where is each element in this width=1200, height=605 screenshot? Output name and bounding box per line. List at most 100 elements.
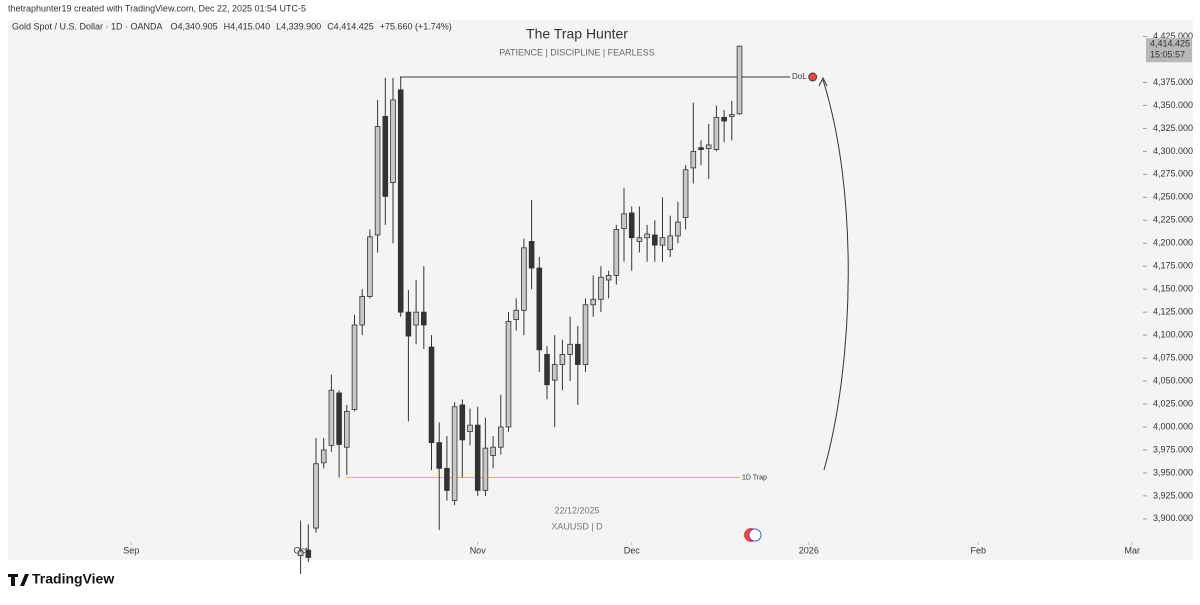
y-tick-label: 4,050.000 (1153, 375, 1193, 385)
symbol: Gold Spot / U.S. Dollar · 1D · OANDA (12, 21, 163, 31)
candle-body (682, 169, 689, 218)
y-tick-label: 4,350.000 (1153, 100, 1193, 110)
candle-body (598, 276, 604, 300)
y-tick-label: 4,300.000 (1153, 146, 1193, 156)
arrow-head (818, 76, 828, 87)
candle-body (490, 446, 496, 456)
candle-body (705, 144, 712, 150)
x-tick-label: Mar (1124, 545, 1140, 555)
watermark-date: 22/12/2025 (554, 505, 599, 515)
brand: TradingView (32, 571, 114, 587)
candle-body (436, 442, 442, 469)
price-axis-area (1143, 20, 1193, 560)
candle-body (659, 237, 666, 246)
y-tick-label: 4,225.000 (1153, 215, 1193, 225)
candle-body (474, 424, 481, 491)
candle-body (736, 45, 743, 115)
credit: thetraphunter19 created with TradingView… (8, 3, 306, 13)
candle-body (636, 237, 643, 242)
candle-body (482, 447, 489, 491)
candle-body (313, 463, 319, 529)
candle-body (397, 89, 404, 313)
y-tick-label: 4,100.000 (1153, 329, 1193, 339)
candle-body (305, 549, 312, 558)
header-value: C4,414.425 (327, 21, 374, 31)
candle-body (405, 311, 412, 337)
candle-body (729, 114, 735, 117)
candle-body (582, 304, 589, 365)
candle-body (536, 267, 543, 351)
x-tick-label: Nov (470, 545, 487, 555)
brand-logo: TradingView (8, 571, 114, 587)
level-icon (808, 72, 818, 82)
y-tick-label: 4,200.000 (1153, 238, 1193, 248)
header-value: +75.660 (+1.74%) (380, 21, 452, 31)
x-tick-label: Dec (624, 545, 641, 555)
candle-body (297, 550, 304, 557)
y-tick-label: 4,325.000 (1153, 123, 1193, 133)
candle-body (721, 116, 727, 122)
level-label: 1D Trap (742, 474, 767, 481)
x-tick-label: Sep (123, 545, 139, 555)
x-tick-label: Feb (970, 545, 986, 555)
candle-body (621, 213, 627, 229)
last-price-label: 4,414.425 (1150, 39, 1190, 49)
candle-body (644, 233, 650, 239)
watermark-symbol: XAUUSD | D (551, 521, 603, 531)
candle-body (652, 234, 658, 246)
candle-body (713, 116, 720, 150)
y-tick-label: 4,150.000 (1153, 284, 1193, 294)
candle-body (513, 309, 519, 320)
plot-area (8, 20, 1143, 560)
y-tick-label: 4,250.000 (1153, 192, 1193, 202)
y-tick-label: 4,075.000 (1153, 352, 1193, 362)
header-value: H4,415.040 (224, 21, 271, 31)
candle-body (444, 467, 450, 491)
candle-body (451, 406, 458, 501)
candle-body (628, 212, 635, 239)
candle-body (344, 410, 350, 448)
candle-body (428, 346, 435, 444)
y-tick-label: 4,025.000 (1153, 398, 1193, 408)
x-tick-label: 2026 (799, 545, 819, 555)
y-tick-label: 4,425.000 (1153, 31, 1193, 41)
y-tick-label: 3,950.000 (1153, 467, 1193, 477)
candle-body (690, 150, 697, 169)
candle-body (351, 324, 358, 410)
candle-body (320, 449, 327, 464)
candle-body (505, 320, 512, 428)
logo-mark (8, 574, 29, 586)
y-tick-label: 3,925.000 (1153, 490, 1193, 500)
candle-body (521, 247, 527, 311)
candle-body (413, 311, 419, 326)
arrow (822, 79, 849, 471)
event-icon (748, 528, 762, 542)
candle-body (390, 99, 396, 184)
candle-body (421, 311, 427, 326)
y-tick-label: 3,975.000 (1153, 444, 1193, 454)
candle-body (613, 229, 620, 276)
candle-body (575, 343, 581, 365)
candle-body (698, 147, 704, 150)
candle-body (498, 426, 504, 448)
candle-body (528, 241, 535, 269)
chart-subtitle: PATIENCE | DISCIPLINE | FEARLESS (499, 47, 654, 57)
y-tick-label: 4,275.000 (1153, 169, 1193, 179)
candle-body (382, 116, 389, 197)
candle-body (675, 221, 681, 237)
header-value: O4,340.905 (171, 21, 218, 31)
candle-body (467, 424, 473, 432)
y-tick-label: 4,000.000 (1153, 421, 1193, 431)
candle-body (667, 235, 673, 251)
candle-body (590, 298, 596, 306)
countdown: 15:05:57 (1150, 50, 1185, 60)
candle-body (544, 354, 550, 386)
level-label: DoL (792, 72, 807, 81)
candle-body (605, 275, 612, 281)
y-tick-label: 3,900.000 (1153, 513, 1193, 523)
header-value: L4,339.900 (276, 21, 321, 31)
candle-body (328, 389, 335, 446)
candle-body (551, 364, 558, 381)
